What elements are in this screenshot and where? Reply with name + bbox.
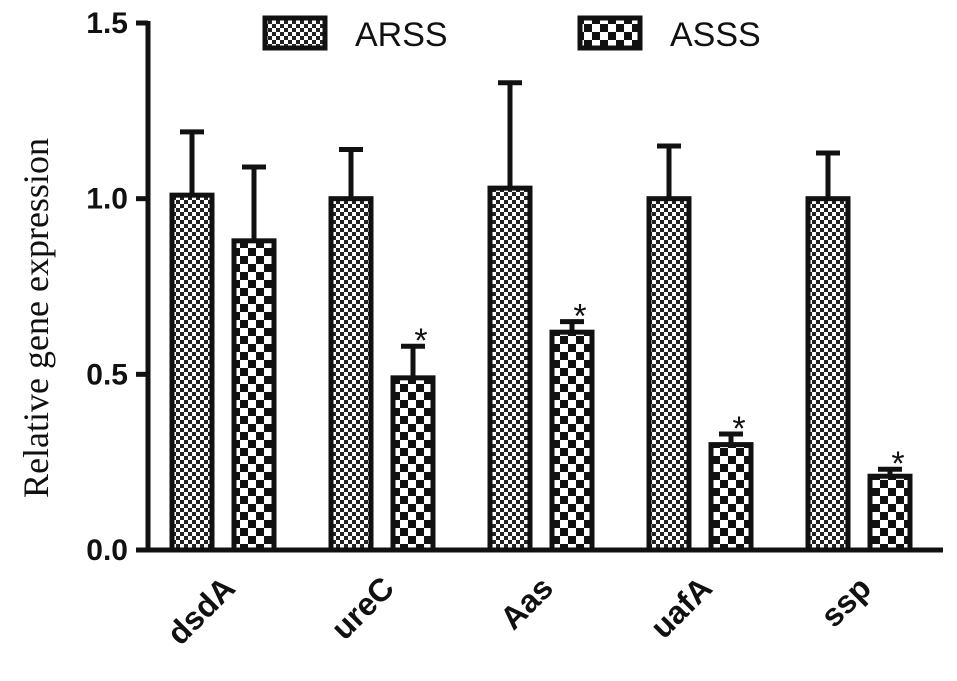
legend-label-1: ASSS xyxy=(670,16,761,54)
x-category-label-4: ssp xyxy=(814,569,878,633)
legend-swatch-0 xyxy=(262,15,328,51)
bar-1-1 xyxy=(390,375,436,553)
significance-mark-1-1: * xyxy=(414,322,427,360)
bar-1-0 xyxy=(231,238,277,553)
significance-mark-1-2: * xyxy=(573,298,586,336)
x-category-label-3: uafA xyxy=(643,569,719,645)
y-tick-label-0: 0.0 xyxy=(86,534,128,567)
bar-0-1 xyxy=(328,196,374,553)
legend: ARSS ASSS xyxy=(262,15,761,54)
bar-0-4 xyxy=(805,196,851,553)
x-category-label-1: ureC xyxy=(324,569,401,646)
y-tick-label-1: 0.5 xyxy=(86,358,128,391)
bar-1-2 xyxy=(549,329,595,553)
bar-0-3 xyxy=(646,196,692,553)
x-category-label-2: Aas xyxy=(493,569,560,636)
y-tick-label-2: 1.0 xyxy=(86,183,128,216)
bar-0-2 xyxy=(487,185,533,553)
bar-0-0 xyxy=(169,192,215,553)
y-axis-label: Relative gene expression xyxy=(16,138,56,498)
legend-swatch-1 xyxy=(577,15,643,51)
bar-1-3 xyxy=(708,442,754,553)
significance-mark-1-4: * xyxy=(891,445,904,483)
legend-label-0: ARSS xyxy=(355,16,448,54)
significance-mark-1-3: * xyxy=(732,410,745,448)
bars: * * * * xyxy=(169,80,913,553)
y-tick-label-3: 1.5 xyxy=(86,7,128,40)
x-category-label-0: dsdA xyxy=(160,569,242,651)
bar-1-4 xyxy=(867,473,913,553)
